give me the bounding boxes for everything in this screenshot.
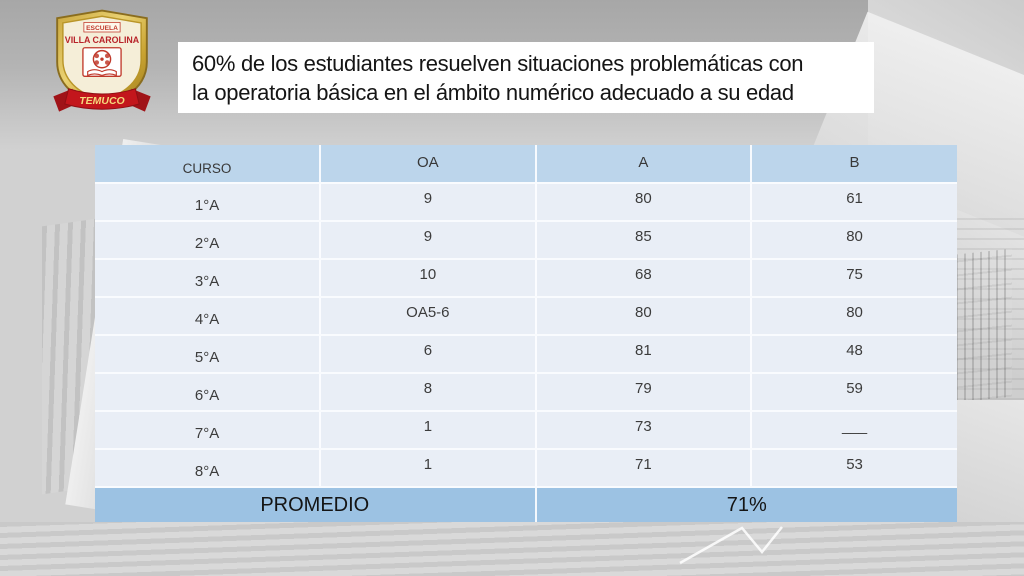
cell-curso: 1°A (194, 197, 220, 214)
logo-city: TEMUCO (79, 96, 124, 107)
cell-oa: OA5-6 (319, 298, 535, 334)
cell-curso: 6°A (194, 387, 220, 404)
background-bottom-ripples (0, 522, 1024, 576)
logo-school-word: ESCUELA (86, 25, 118, 32)
cell-curso: 8°A (194, 463, 220, 480)
slide-title-box: 60% de los estudiantes resuelven situaci… (178, 42, 874, 113)
table-row: 6°A 8 79 59 (95, 372, 957, 410)
cell-curso: 2°A (194, 235, 220, 252)
cell-a: 68 (534, 260, 751, 296)
cell-b: 48 (750, 336, 957, 372)
background-window-grid (948, 248, 1012, 404)
table-row: 2°A 9 85 80 (95, 220, 957, 258)
footer-label: PROMEDIO (260, 493, 370, 516)
results-table: CURSO OA A B 1°A 9 80 61 2°A 9 85 80 3°A… (95, 145, 957, 522)
column-header-curso: CURSO (182, 161, 232, 176)
temuco-ribbon: TEMUCO (53, 88, 151, 112)
cell-curso: 5°A (194, 349, 220, 366)
building-roof-lines (679, 526, 783, 565)
school-logo: ESCUELA VILLA CAROLINA TEMUCO (53, 9, 151, 112)
slide-title-line-1: 60% de los estudiantes resuelven situaci… (192, 51, 804, 76)
cell-b: ___ (750, 412, 957, 448)
column-header-a: A (534, 145, 751, 182)
table-row: 8°A 1 71 53 (95, 448, 957, 486)
cell-b: 61 (750, 184, 957, 220)
cell-a: 79 (534, 374, 751, 410)
slide-title-line-2: la operatoria básica en el ámbito numéri… (192, 80, 794, 105)
cell-b: 80 (750, 298, 957, 334)
cell-oa: 1 (319, 412, 535, 448)
cell-oa: 6 (319, 336, 535, 372)
column-header-b: B (750, 145, 957, 182)
table-row: 7°A 1 73 ___ (95, 410, 957, 448)
table-header-row: CURSO OA A B (95, 145, 957, 182)
cell-oa: 10 (319, 260, 535, 296)
cell-b: 75 (750, 260, 957, 296)
cell-a: 80 (534, 298, 751, 334)
cell-curso: 7°A (194, 425, 220, 442)
logo-school-name: VILLA CAROLINA (65, 35, 140, 46)
cell-a: 73 (534, 412, 751, 448)
cell-b: 59 (750, 374, 957, 410)
table-footer-row: PROMEDIO 71% (95, 486, 957, 522)
cell-a: 85 (534, 222, 751, 258)
table-row: 1°A 9 80 61 (95, 182, 957, 220)
cell-oa: 1 (319, 450, 535, 486)
book-emblem-icon (82, 47, 122, 78)
cell-b: 53 (750, 450, 957, 486)
cell-oa: 9 (319, 184, 535, 220)
cell-a: 71 (534, 450, 751, 486)
table-row: 3°A 10 68 75 (95, 258, 957, 296)
table-row: 4°A OA5-6 80 80 (95, 296, 957, 334)
cell-curso: 4°A (194, 311, 220, 328)
footer-average-value: 71% (534, 488, 957, 522)
cell-a: 81 (534, 336, 751, 372)
escuela-banner (83, 22, 121, 33)
cell-a: 80 (534, 184, 751, 220)
cell-b: 80 (750, 222, 957, 258)
table-row: 5°A 6 81 48 (95, 334, 957, 372)
column-header-oa: OA (319, 145, 535, 182)
cell-oa: 9 (319, 222, 535, 258)
cell-oa: 8 (319, 374, 535, 410)
cell-curso: 3°A (194, 273, 220, 290)
